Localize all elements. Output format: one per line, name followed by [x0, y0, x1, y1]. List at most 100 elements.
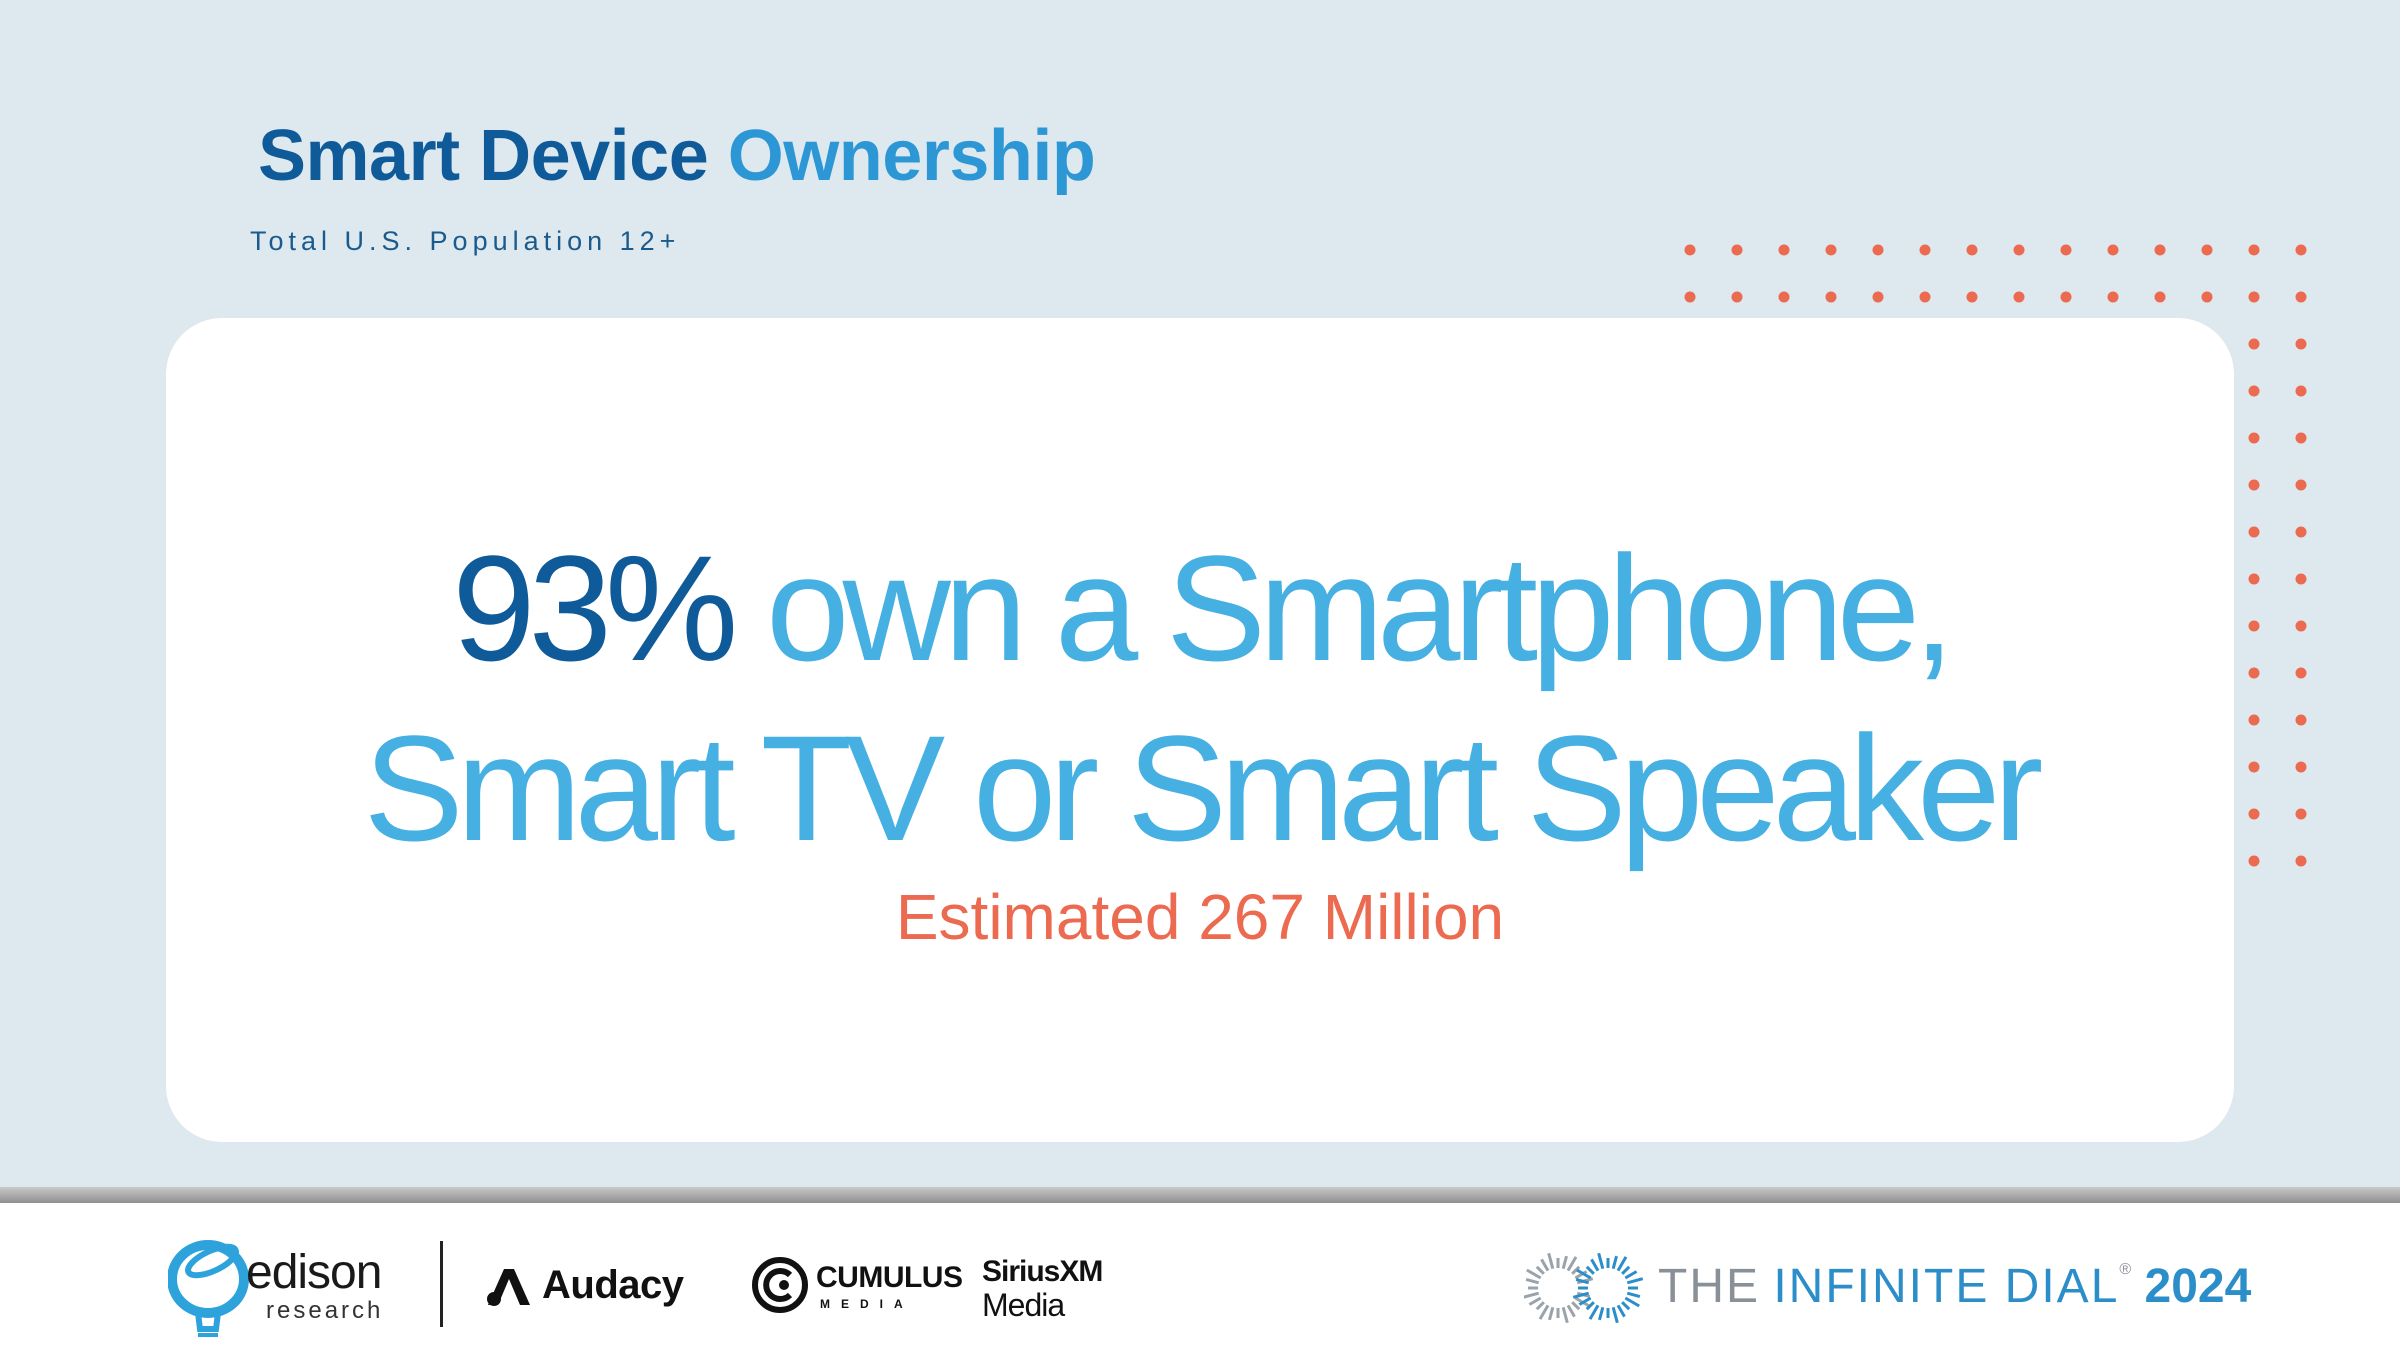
audacy-logo-word: Audacy — [542, 1263, 684, 1307]
decorative-dot — [2248, 855, 2260, 867]
dial-mark-bar — [1566, 1256, 1578, 1272]
decorative-dot — [1966, 244, 1978, 256]
cumulus-logo-word: CUMULUS — [816, 1261, 963, 1294]
decorative-dot — [2248, 667, 2260, 679]
decorative-dot — [2248, 761, 2260, 773]
dial-mark-bar — [1598, 1306, 1605, 1321]
dial-mark-bar — [1585, 1301, 1595, 1311]
decorative-dot — [1731, 291, 1743, 303]
dial-mark-bar — [1538, 1304, 1550, 1320]
headline-line1-text: own a Smartphone, — [766, 524, 1955, 692]
decorative-dot — [2107, 291, 2119, 303]
decorative-dot — [2295, 244, 2307, 256]
headline-percent: 93% — [452, 524, 738, 692]
decorative-dot — [1919, 244, 1931, 256]
page-title: Smart Device Ownership — [258, 120, 1096, 192]
decorative-dot — [2248, 526, 2260, 538]
registered-mark: ® — [2119, 1261, 2132, 1278]
dial-mark-bar — [1548, 1306, 1555, 1321]
dial-mark-bar — [1561, 1255, 1568, 1270]
stat-card: 93% own a Smartphone, Smart TV or Smart … — [166, 318, 2234, 1142]
infinite-dial-logo: THE INFINITE DIAL® 2024 — [1524, 1253, 2251, 1323]
headline-line2: Smart TV or Smart Speaker — [363, 704, 2044, 872]
decorative-dot — [1872, 244, 1884, 256]
decorative-dot — [2295, 808, 2307, 820]
decorative-dot — [2248, 385, 2260, 397]
decorative-dot — [2201, 244, 2213, 256]
decorative-dot — [2154, 291, 2166, 303]
dial-mark-bar — [1616, 1256, 1628, 1272]
siriusxm-logo-sub: Media — [982, 1287, 1065, 1323]
decorative-dot — [2248, 291, 2260, 303]
dial-mark-bar — [1588, 1304, 1600, 1320]
siriusxm-logo-word: SiriusXM — [982, 1255, 1103, 1288]
dial-mark-bar — [1597, 1253, 1605, 1270]
dial-mark-bar — [1624, 1270, 1638, 1280]
dial-mark-bar — [1585, 1265, 1595, 1275]
dial-mark-bar — [1540, 1258, 1550, 1272]
decorative-dot — [2295, 526, 2307, 538]
decorative-dot — [2013, 244, 2025, 256]
dial-mark-bar — [1571, 1265, 1581, 1275]
dial-mark-bar — [1535, 1301, 1545, 1311]
decorative-dot — [2295, 667, 2307, 679]
decorative-dot — [2295, 479, 2307, 491]
dial-mark-bar — [1621, 1265, 1631, 1275]
dial-mark-bar — [1535, 1265, 1545, 1275]
decorative-dot — [1684, 291, 1696, 303]
edison-logo-sub: research — [266, 1297, 384, 1324]
infinite-dial-year: 2024 — [2144, 1260, 2252, 1313]
dial-mark-bar — [1566, 1304, 1576, 1318]
decorative-dot — [2295, 714, 2307, 726]
decorative-dot — [2201, 291, 2213, 303]
decorative-dot — [2295, 761, 2307, 773]
decorative-dot — [2248, 432, 2260, 444]
dial-mark-bar — [1626, 1277, 1644, 1285]
cumulus-logo-icon — [752, 1257, 808, 1313]
infinite-dial-logo-text: THE INFINITE DIAL® 2024 — [1658, 1259, 2251, 1314]
decorative-dot — [2107, 244, 2119, 256]
audacy-logo-icon — [487, 1269, 530, 1306]
dial-mark-bar — [1571, 1301, 1581, 1311]
cumulus-logo-sub: MEDIA — [820, 1297, 914, 1311]
dial-mark-bar — [1575, 1278, 1590, 1285]
decorative-dot — [1966, 291, 1978, 303]
dial-mark-bar — [1626, 1291, 1641, 1298]
decorative-dot — [2060, 291, 2072, 303]
decorative-dot — [2154, 244, 2166, 256]
decorative-dot — [2248, 479, 2260, 491]
decorative-dot — [2060, 244, 2072, 256]
decorative-dot — [2295, 338, 2307, 350]
edison-logo-icon — [168, 1240, 249, 1337]
decorative-dot — [2295, 855, 2307, 867]
decorative-dot — [1919, 291, 1931, 303]
dial-mark-bar — [1574, 1270, 1588, 1280]
estimate-text: Estimated 267 Million — [895, 881, 1505, 953]
decorative-dot — [1778, 291, 1790, 303]
decorative-dot — [2295, 620, 2307, 632]
dial-mark-bar — [1624, 1296, 1640, 1308]
cumulus-logo: CUMULUS MEDIA — [750, 1255, 963, 1315]
decorative-dot — [2248, 714, 2260, 726]
headline: 93% own a Smartphone, Smart TV or Smart … — [166, 518, 2234, 878]
decorative-dot — [2295, 573, 2307, 585]
logo-divider — [440, 1241, 443, 1327]
decorative-dot — [2248, 573, 2260, 585]
edison-logo-word: edison — [246, 1246, 382, 1299]
footer: edison research Audacy CUMULUS MEDIA Sir… — [0, 1203, 2400, 1350]
dial-mark-bar — [1524, 1291, 1540, 1299]
decorative-dot — [2248, 620, 2260, 632]
dial-mark-bar — [1547, 1253, 1555, 1270]
dial-mark-bar — [1576, 1268, 1592, 1280]
decorative-dot — [2248, 808, 2260, 820]
dial-mark-bar — [1590, 1258, 1600, 1272]
edison-logo: edison research — [168, 1231, 418, 1341]
decorative-dot — [2248, 338, 2260, 350]
decorative-dot — [2248, 244, 2260, 256]
infinite-dial-main: INFINITE DIAL — [1773, 1260, 2120, 1313]
page-title-part2: Ownership — [727, 116, 1096, 196]
headline-line1: 93% own a Smartphone, — [166, 518, 2234, 698]
dial-mark-bar — [1528, 1296, 1542, 1306]
dial-mark-bar — [1525, 1278, 1540, 1285]
decorative-dot — [1731, 244, 1743, 256]
